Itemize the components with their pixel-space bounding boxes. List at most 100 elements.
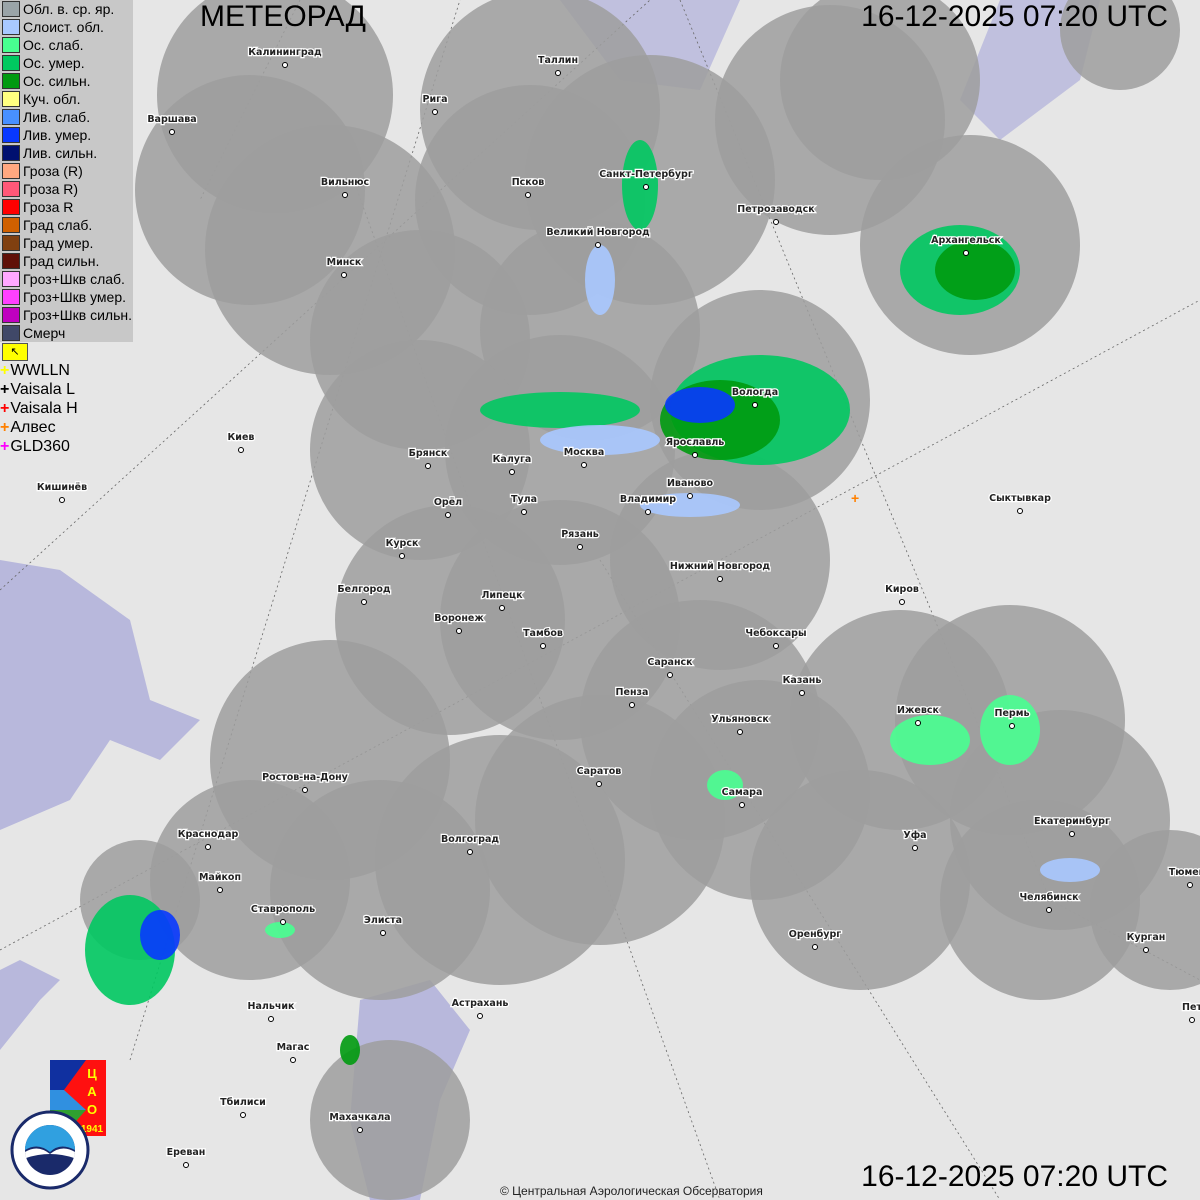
city-marker: Тбилиси [219,1096,267,1118]
city-label: Ереван [167,1147,206,1158]
city-dot-icon [812,944,818,950]
lightning-label: WWLLN [10,362,70,379]
city-marker: Калуга [491,453,533,475]
city-label: Ростов-на-Дону [262,772,349,783]
city-marker: Самара [720,786,764,808]
city-label: Майкоп [199,872,241,883]
city-label: Волгоград [441,834,499,845]
city-dot-icon [240,1112,246,1118]
city-label: Челябинск [1019,892,1079,903]
city-marker: Ереван [165,1146,207,1168]
legend-label: Ос. умер. [23,55,85,71]
city-label: Рига [423,94,448,105]
city-marker: Белгород [336,583,392,605]
city-marker: Липецк [480,589,524,611]
city-dot-icon [1017,508,1023,514]
precipitation-echo [890,715,970,765]
city-marker: Краснодар [176,828,240,850]
lightning-cross-icon: + [0,381,10,398]
city-marker: Петрозаводск [736,203,817,225]
city-marker: Нальчик [246,1000,296,1022]
radar-coverage [80,0,1200,1200]
legend-swatch [2,91,20,107]
precipitation-echo [340,1035,360,1065]
city-marker: Великий Новгород [545,226,651,248]
city-dot-icon [963,250,969,256]
city-dot-icon [425,463,431,469]
precipitation-echo [980,695,1040,765]
legend-item: Ос. слаб. [0,36,133,54]
city-dot-icon [445,512,451,518]
lightning-label: Алвес [10,419,56,436]
lightning-cross-icon: + [0,419,10,436]
city-marker: Ярославль [664,436,726,458]
city-dot-icon [799,690,805,696]
city-dot-icon [915,720,921,726]
city-dot-icon [525,192,531,198]
city-label: Орёл [434,497,462,508]
city-marker: Казань [781,674,823,696]
city-label: Ярославль [666,437,725,448]
city-dot-icon [752,402,758,408]
timestamp-top: 16-12-2025 07:20 UTC [861,0,1168,33]
city-dot-icon [183,1162,189,1168]
precipitation-echo [585,245,615,315]
city-dot-icon [380,930,386,936]
legend-item: Ос. умер. [0,54,133,72]
city-label: Таллин [538,55,578,66]
city-label: Нижний Новгород [670,561,771,572]
legend-label: Обл. в. ср. яр. [23,1,115,17]
legend-swatch [2,181,20,197]
city-label: Кишинёв [37,482,87,493]
legend-label: Гроз+Шкв слаб. [23,271,125,287]
city-label: Минск [327,257,362,268]
city-label: Курган [1127,932,1166,943]
city-label: Тюмень [1169,867,1200,878]
city-dot-icon [477,1013,483,1019]
legend-item: Гроза (R) [0,162,133,180]
city-dot-icon [596,781,602,787]
lightning-label: Vaisala L [10,381,75,398]
city-dot-icon [341,272,347,278]
city-marker: Киев [226,431,256,453]
city-label: Иваново [667,478,713,489]
legend-label: Лив. сильн. [23,145,98,161]
city-marker: Рязань [560,528,600,550]
city-marker: Вологда [731,386,779,408]
city-marker: Магас [275,1041,311,1063]
city-label: Махачкала [329,1112,390,1123]
copyright: © Центральная Аэрологическая Обсерватори… [500,1184,763,1198]
city-label: Калининград [248,47,322,58]
city-marker: Калининград [247,46,323,68]
city-label: Тамбов [523,628,563,639]
city-marker: Владимир [619,493,678,515]
city-label: Варшава [147,114,196,125]
legend-swatch [2,37,20,53]
city-dot-icon [1189,1017,1195,1023]
city-marker: Тюмень [1168,866,1200,888]
legend-label: Смерч [23,325,66,341]
city-dot-icon [217,887,223,893]
legend-label: Гроза R) [23,181,79,197]
city-label: Воронеж [434,613,484,624]
legend-swatch [2,73,20,89]
legend-label: Гроз+Шкв сильн. [23,307,132,323]
city-dot-icon [169,129,175,135]
city-label: Москва [564,447,604,458]
radar-coverage-circle [780,0,980,180]
city-dot-icon [499,605,505,611]
legend-swatch [2,199,20,215]
city-label: Петрозаводск [737,204,815,215]
city-dot-icon [302,787,308,793]
city-dot-icon [687,493,693,499]
legend-swatch [2,253,20,269]
city-label: Владимир [620,494,676,505]
precipitation-echoes [85,140,1100,1065]
city-marker: Ставрополь [250,903,316,925]
legend-item: Смерч [0,324,133,342]
city-dot-icon [595,242,601,248]
legend-label: Лив. умер. [23,127,92,143]
city-label: Великий Новгород [546,227,650,238]
cursor-flag-icon[interactable]: ↖ [2,343,28,361]
